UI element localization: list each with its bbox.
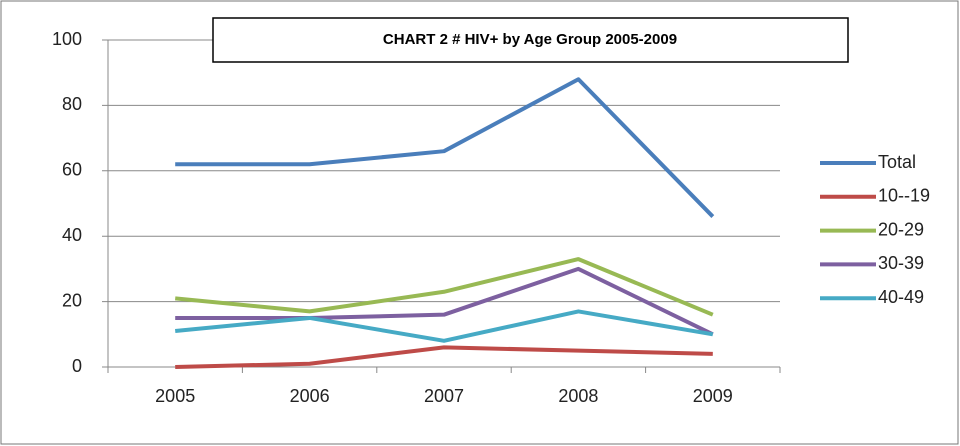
legend-label: 20-29 <box>878 219 924 239</box>
chart-title: CHART 2 # HIV+ by Age Group 2005-2009 <box>383 31 677 48</box>
series-line <box>175 266 714 337</box>
y-tick-label: 80 <box>62 94 82 114</box>
y-tick-label: 60 <box>62 160 82 180</box>
y-tick-label: 0 <box>72 356 82 376</box>
legend-label: 40-49 <box>878 287 924 307</box>
y-tick-label: 20 <box>62 290 82 310</box>
y-tick-label: 100 <box>52 29 82 49</box>
x-tick-label: 2006 <box>290 386 330 406</box>
legend-label: 30-39 <box>878 253 924 273</box>
legend-label: Total <box>878 152 916 172</box>
series-line <box>175 309 714 343</box>
series-line <box>175 77 715 218</box>
series-line <box>175 257 714 317</box>
x-tick-label: 2007 <box>424 386 464 406</box>
x-tick-label: 2009 <box>693 386 733 406</box>
x-tick-label: 2008 <box>558 386 598 406</box>
title-box <box>212 17 849 63</box>
y-tick-label: 40 <box>62 225 82 245</box>
series-line <box>175 345 713 369</box>
x-tick-label: 2005 <box>155 386 195 406</box>
legend-label: 10--19 <box>878 186 930 206</box>
